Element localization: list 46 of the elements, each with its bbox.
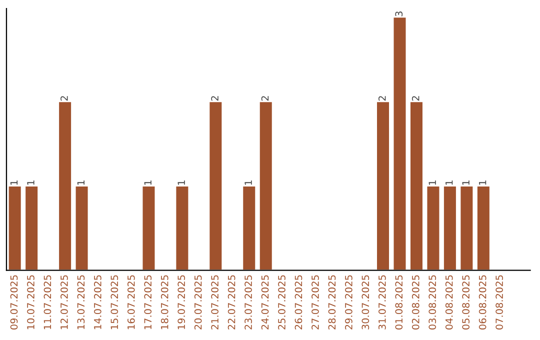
data-label: 1 [178, 180, 185, 185]
x-tick-label: 31.07.2025 [378, 275, 386, 330]
x-tick-label: 06.08.2025 [478, 275, 486, 330]
data-label: 1 [77, 180, 84, 185]
x-tick-label: 03.08.2025 [428, 275, 436, 330]
x-tick-label: 20.07.2025 [194, 275, 202, 330]
x-tick-label: 23.07.2025 [244, 275, 252, 330]
x-tick-label: 30.07.2025 [362, 275, 370, 330]
data-label: 1 [10, 180, 18, 185]
data-label: 1 [446, 180, 453, 185]
x-tick-label: 25.07.2025 [278, 275, 286, 330]
x-tick-label: 15.07.2025 [110, 275, 118, 330]
data-label: 1 [479, 180, 486, 185]
data-label: 1 [244, 180, 252, 185]
x-tick-label: 04.08.2025 [445, 275, 453, 330]
data-label: 3 [395, 12, 403, 16]
x-tick-label: 10.07.2025 [27, 275, 34, 330]
x-tick-label: 09.07.2025 [10, 275, 18, 330]
x-tick-label: 07.08.2025 [496, 275, 503, 330]
data-label: 2 [211, 96, 218, 101]
data-label: 1 [27, 180, 34, 185]
x-tick-label: 29.07.2025 [345, 275, 352, 330]
x-tick-label: 17.07.2025 [144, 275, 152, 330]
data-label: 2 [412, 96, 420, 101]
x-tick-label: 18.07.2025 [160, 275, 168, 330]
x-tick-label: 22.07.2025 [228, 275, 236, 330]
x-tick-label: 27.07.2025 [312, 275, 319, 330]
x-tick-label: 01.08.2025 [395, 275, 403, 330]
x-tick-label: 13.07.2025 [77, 275, 85, 330]
x-tick-label: 12.07.2025 [60, 275, 68, 330]
x-tick-label: 02.08.2025 [412, 275, 420, 330]
data-label: 1 [144, 180, 152, 185]
x-tick-label: 16.07.2025 [127, 275, 135, 330]
x-tick-label: 26.07.2025 [294, 275, 302, 330]
x-tick-label: 05.08.2025 [462, 275, 470, 330]
x-tick-label: 21.07.2025 [211, 275, 218, 330]
data-label: 1 [428, 180, 436, 185]
data-label: 2 [261, 96, 269, 101]
x-tick-label: 28.07.2025 [328, 275, 336, 330]
data-label: 2 [378, 96, 386, 101]
x-tick-label: 14.07.2025 [94, 275, 102, 330]
data-label: 2 [60, 96, 68, 101]
x-tick-label: 24.07.2025 [261, 275, 269, 330]
x-tick-label: 11.07.2025 [44, 275, 52, 330]
data-label: 1 [462, 180, 470, 185]
x-tick-label: 19.07.2025 [178, 275, 186, 330]
